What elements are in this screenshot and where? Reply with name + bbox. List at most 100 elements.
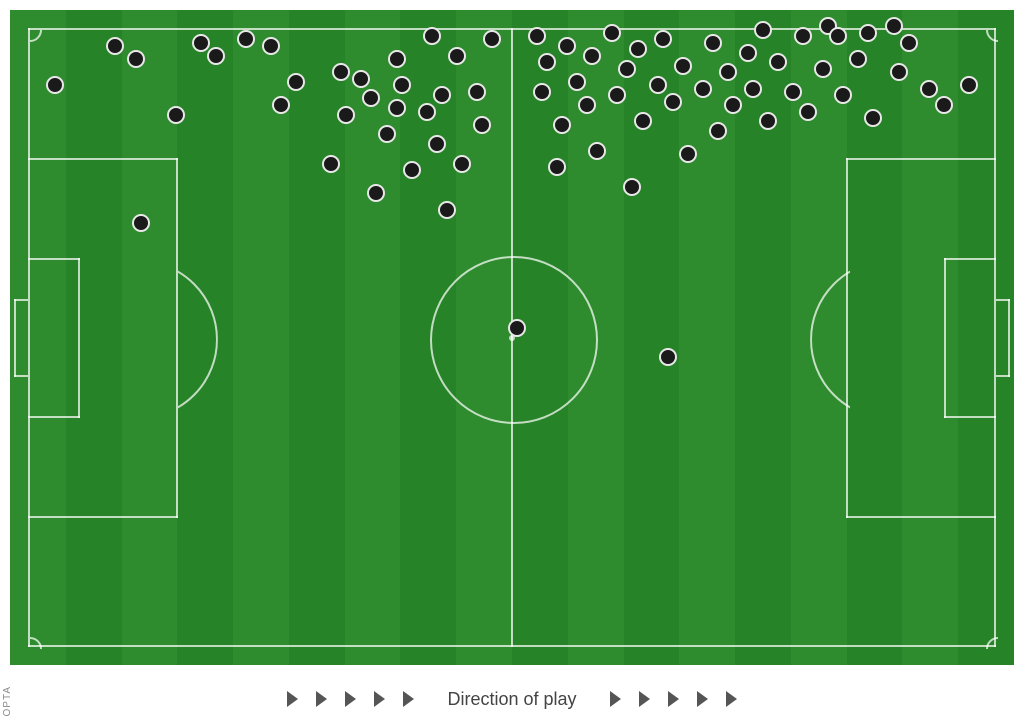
touch-marker <box>719 63 737 81</box>
touch-marker <box>468 83 486 101</box>
touch-marker <box>834 86 852 104</box>
touch-marker <box>337 106 355 124</box>
six-yard-left <box>78 258 80 418</box>
touch-marker <box>583 47 601 65</box>
touch-marker <box>448 47 466 65</box>
touch-marker <box>724 96 742 114</box>
touch-marker <box>237 30 255 48</box>
touch-marker <box>538 53 556 71</box>
touch-marker <box>679 145 697 163</box>
touch-marker <box>885 17 903 35</box>
touch-marker <box>659 348 677 366</box>
touch-marker <box>272 96 290 114</box>
goal-left <box>14 299 28 301</box>
penalty-area-left <box>176 158 178 518</box>
touch-marker <box>649 76 667 94</box>
six-yard-left <box>28 416 80 418</box>
touch-marker <box>784 83 802 101</box>
touch-marker <box>654 30 672 48</box>
touch-marker <box>46 76 64 94</box>
touch-marker <box>674 57 692 75</box>
play-direction-arrow-icon <box>639 691 650 707</box>
touch-marker <box>578 96 596 114</box>
touch-marker <box>829 27 847 45</box>
touch-marker <box>744 80 762 98</box>
touch-marker <box>608 86 626 104</box>
six-yard-right <box>944 258 946 418</box>
goal-right <box>1008 299 1010 377</box>
touch-marker <box>568 73 586 91</box>
touch-marker <box>483 30 501 48</box>
touch-marker <box>890 63 908 81</box>
boundary-line <box>994 28 996 647</box>
touch-marker <box>634 112 652 130</box>
touch-marker <box>332 63 350 81</box>
touch-marker <box>900 34 918 52</box>
goal-left <box>14 299 16 377</box>
touch-marker <box>759 112 777 130</box>
penalty-area-right <box>846 158 996 160</box>
touch-marker <box>132 214 150 232</box>
six-yard-right <box>944 416 996 418</box>
six-yard-left <box>28 258 80 260</box>
touch-marker <box>528 27 546 45</box>
penalty-area-right <box>846 516 996 518</box>
caption-text: Direction of play <box>447 689 576 709</box>
penalty-area-left <box>28 158 178 160</box>
touch-marker <box>799 103 817 121</box>
touch-marker <box>192 34 210 52</box>
football-pitch <box>10 10 1014 665</box>
grass-stripe <box>958 10 1014 665</box>
touch-marker <box>127 50 145 68</box>
touch-marker <box>603 24 621 42</box>
credit-label: OPTA <box>2 686 13 716</box>
play-direction-arrow-icon <box>726 691 737 707</box>
touch-marker <box>694 80 712 98</box>
touch-marker <box>553 116 571 134</box>
touch-marker <box>393 76 411 94</box>
play-direction-arrow-icon <box>287 691 298 707</box>
figure-frame: Direction of play OPTA <box>0 0 1024 720</box>
touch-marker <box>262 37 280 55</box>
touch-marker <box>352 70 370 88</box>
goal-left <box>14 375 28 377</box>
pitch-container <box>10 10 1014 665</box>
play-direction-arrow-icon <box>697 691 708 707</box>
touch-marker <box>814 60 832 78</box>
touch-marker <box>859 24 877 42</box>
touch-marker <box>508 319 526 337</box>
touch-marker <box>423 27 441 45</box>
touch-marker <box>388 50 406 68</box>
touch-marker <box>704 34 722 52</box>
touch-marker <box>548 158 566 176</box>
touch-marker <box>106 37 124 55</box>
touch-marker <box>378 125 396 143</box>
touch-marker <box>794 27 812 45</box>
touch-marker <box>769 53 787 71</box>
touch-marker <box>960 76 978 94</box>
touch-marker <box>588 142 606 160</box>
touch-marker <box>428 135 446 153</box>
touch-marker <box>629 40 647 58</box>
touch-marker <box>388 99 406 117</box>
play-direction-arrow-icon <box>345 691 356 707</box>
touch-marker <box>864 109 882 127</box>
touch-marker <box>438 201 456 219</box>
penalty-area-left <box>28 516 178 518</box>
touch-marker <box>754 21 772 39</box>
play-direction-arrow-icon <box>403 691 414 707</box>
touch-marker <box>533 83 551 101</box>
touch-marker <box>367 184 385 202</box>
touch-marker <box>920 80 938 98</box>
grass-stripe <box>735 10 791 665</box>
touch-marker <box>167 106 185 124</box>
grass-stripe <box>66 10 122 665</box>
boundary-line <box>28 28 30 647</box>
touch-marker <box>322 155 340 173</box>
play-direction-arrow-icon <box>374 691 385 707</box>
touch-marker <box>287 73 305 91</box>
touch-marker <box>618 60 636 78</box>
touch-marker <box>433 86 451 104</box>
touch-marker <box>418 103 436 121</box>
touch-marker <box>709 122 727 140</box>
